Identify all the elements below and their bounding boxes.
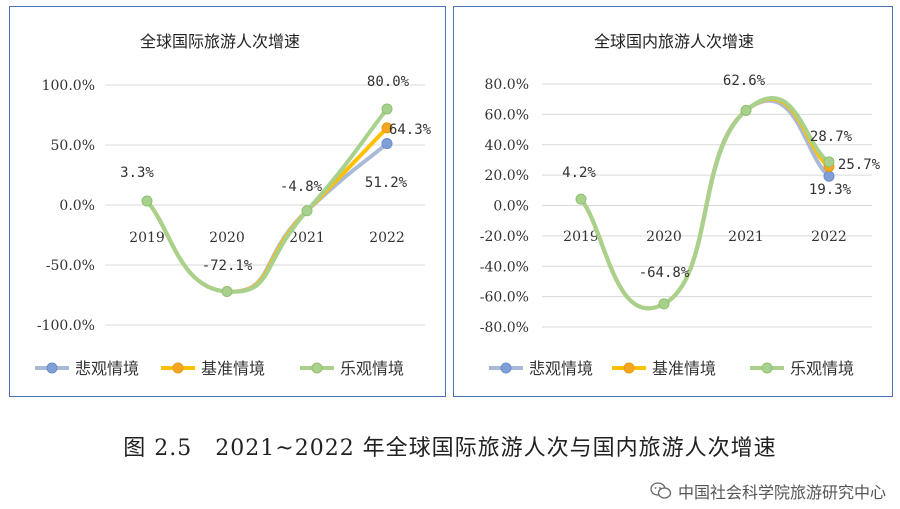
data-label: -72.1% [202,258,253,274]
chart-title: 全球国内旅游人次增速 [594,32,754,51]
x-tick-label: 2022 [369,230,405,246]
legend-label: 乐观情境 [340,359,404,378]
y-tick-label: -80.0% [480,320,529,336]
y-tick-label: 60.0% [485,107,529,123]
y-tick-label: -50.0% [46,258,95,274]
series-line-optimistic [579,95,831,311]
data-point-optimistic [658,298,670,310]
legend-marker-baseline [172,362,184,374]
watermark: 中国社会科学院旅游研究中心 [650,479,886,503]
chart-panel-domestic: 全球国内旅游人次增速 -80.0% -60.0% -40.0% -20.0% 0.0% 20… [453,6,893,397]
data-point-optimistic [740,104,752,116]
y-tick-label: 50.0% [51,138,95,154]
y-tick-label: -40.0% [480,259,529,275]
data-point-pessimistic [823,170,835,182]
x-tick-label: 2019 [563,229,599,245]
legend-marker-optimistic [311,362,323,374]
data-label: 51.2% [365,175,408,191]
data-label: 28.7% [810,129,853,145]
data-point-optimistic [823,156,835,168]
data-label: 4.2% [562,165,596,181]
legend-marker-pessimistic [46,362,58,374]
y-tick-label: 0.0% [493,199,529,215]
chart-domestic: 全球国内旅游人次增速 -80.0% -60.0% -40.0% -20.0% 0.0% 20… [480,32,881,378]
data-label: 3.3% [120,165,154,181]
y-tick-label: 0.0% [59,198,95,214]
y-tick-label: 40.0% [485,138,529,154]
chart-international: 全球国际旅游人次增速 -100.0% -50.0% 0.0% 50.0% 100.0% 20… [35,32,432,378]
y-tick-label: -20.0% [480,229,529,245]
x-tick-label: 2022 [811,229,847,245]
series-line-baseline [145,125,389,294]
data-point-optimistic [221,286,233,298]
data-point-baseline [381,122,393,134]
data-label: -64.8% [639,265,690,281]
x-tick-label: 2020 [209,230,245,246]
legend-label: 基准情境 [201,359,265,378]
wechat-icon [650,482,672,499]
legend-marker-pessimistic [500,362,512,374]
legend-marker-baseline [623,362,635,374]
x-tick-label: 2019 [129,230,165,246]
legend-marker-optimistic [761,362,773,374]
data-point-optimistic [575,193,587,205]
data-label: 64.3% [389,122,432,138]
data-label: 80.0% [367,74,410,90]
y-tick-label: 20.0% [485,168,529,184]
chart-panel-international: 全球国际旅游人次增速 -100.0% -50.0% 0.0% 50.0% 100.0% 20… [9,6,446,397]
y-tick-label: -60.0% [480,290,529,306]
data-point-pessimistic [381,138,393,150]
y-tick-label: 80.0% [485,77,529,93]
chart-title: 全球国际旅游人次增速 [140,32,300,51]
x-tick-label: 2020 [646,229,682,245]
x-tick-label: 2021 [728,229,764,245]
data-label: 62.6% [723,73,766,89]
data-label: -4.8% [280,179,323,195]
y-tick-label: -100.0% [37,318,95,334]
figure-caption: 图 2.5 2021~2022 年全球国际旅游人次与国内旅游人次增速 [123,436,777,461]
legend-label: 悲观情境 [529,359,593,378]
data-point-optimistic [381,103,393,115]
data-label: 25.7% [838,157,881,173]
legend-label: 基准情境 [652,359,716,378]
legend-label: 乐观情境 [790,359,854,378]
y-tick-label: 100.0% [42,78,95,94]
watermark-text: 中国社会科学院旅游研究中心 [677,483,886,502]
series-line-optimistic [145,107,389,294]
data-label: 19.3% [809,182,852,198]
data-point-optimistic [141,195,153,207]
legend-label: 悲观情境 [75,359,139,378]
data-point-optimistic [301,205,313,217]
x-tick-label: 2021 [289,230,325,246]
